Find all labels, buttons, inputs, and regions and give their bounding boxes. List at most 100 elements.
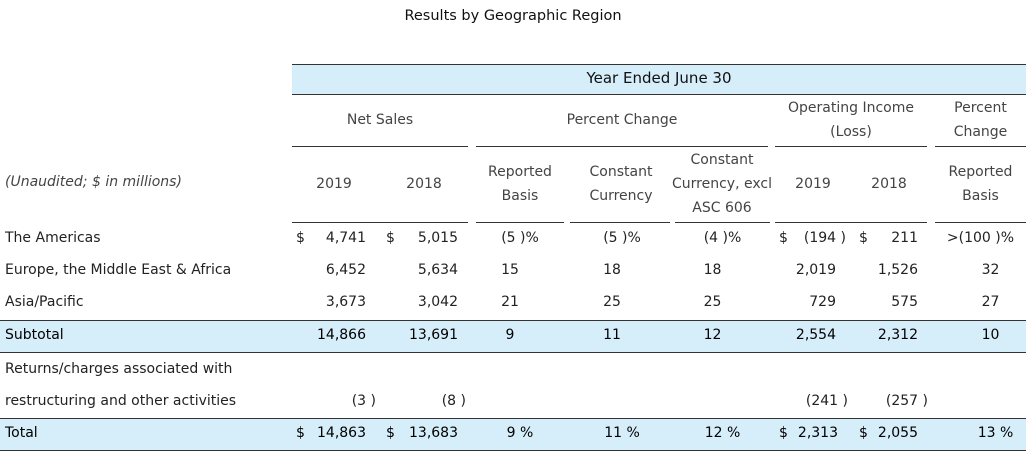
constant-excl-header-3: ASC 606 — [692, 200, 752, 216]
percent-change-header-2: Change — [953, 124, 1008, 140]
cell-oi-2018: 2,055 — [877, 425, 918, 441]
currency-symbol: $ — [779, 425, 788, 441]
constant-excl-header-1: Constant — [690, 152, 754, 168]
cell-oi-2018: 2,312 — [877, 327, 918, 343]
cell-oi-2019: (194 ) — [803, 230, 846, 246]
currency-symbol: $ — [779, 230, 788, 246]
cell-oi-2018: (257 ) — [885, 393, 928, 409]
cell-constant: (5 )% — [603, 230, 641, 246]
row-label-apac: Asia/Pacific — [5, 294, 84, 310]
cell-reported: 21 — [501, 294, 519, 310]
cell-reported: (5 )% — [501, 230, 539, 246]
cell-reported: 9 — [505, 327, 515, 343]
rule — [570, 222, 670, 223]
constant-currency-header-1: Constant — [589, 164, 653, 180]
rule — [292, 94, 1026, 95]
row-label-subtotal: Subtotal — [5, 327, 64, 343]
cell-constant: 11 % — [604, 425, 640, 441]
cell-constant: 11 — [603, 327, 621, 343]
cell-oi-2019: 729 — [809, 294, 836, 310]
currency-symbol: $ — [296, 230, 305, 246]
cell-ns-2018: 5,634 — [417, 262, 458, 278]
currency-symbol: $ — [296, 425, 305, 441]
cell-constant: 18 — [603, 262, 621, 278]
cell-ns-2019: 6,452 — [325, 262, 366, 278]
reported-basis-header-2: Basis — [501, 188, 539, 204]
rule — [292, 64, 1026, 65]
rule — [292, 146, 468, 147]
reported-basis2-header-2: Basis — [962, 188, 999, 204]
rule — [476, 222, 564, 223]
constant-excl-header-2: Currency, excl — [672, 176, 772, 192]
cell-ns-2019: 3,673 — [325, 294, 366, 310]
currency-symbol: $ — [859, 425, 868, 441]
cell-reported: 15 — [501, 262, 519, 278]
row-label-total: Total — [5, 425, 38, 441]
cell-oi-2019: 2,554 — [795, 327, 836, 343]
cell-ns-2018: 13,683 — [409, 425, 458, 441]
operating-income-header-2: (Loss) — [830, 124, 872, 140]
currency-symbol: $ — [859, 230, 868, 246]
cell-pct: 10 — [981, 327, 1000, 343]
cell-pct: 27 — [981, 294, 1000, 310]
cell-constant-excl: 18 — [703, 262, 722, 278]
cell-oi-2018: 211 — [891, 230, 918, 246]
rule — [292, 222, 468, 223]
cell-constant: 25 — [603, 294, 621, 310]
cell-ns-2019: 4,741 — [325, 230, 366, 246]
constant-currency-header-2: Currency — [589, 188, 653, 204]
total-band — [0, 418, 1026, 450]
cell-oi-2019: 2,019 — [795, 262, 836, 278]
cell-ns-2018: 13,691 — [409, 327, 458, 343]
cell-oi-2019: 2,313 — [797, 425, 838, 441]
cell-oi-2018: 575 — [891, 294, 918, 310]
rule — [0, 352, 1026, 353]
cell-ns-2019: (3 ) — [351, 393, 376, 409]
cell-ns-2019: 14,866 — [317, 327, 366, 343]
cell-ns-2018: (8 ) — [441, 393, 466, 409]
rule — [675, 222, 770, 223]
cell-pct: 32 — [981, 262, 1000, 278]
page-title: Results by Geographic Region — [404, 8, 622, 24]
unaudited-label: (Unaudited; $ in millions) — [5, 174, 182, 190]
reported-basis2-header-1: Reported — [948, 164, 1013, 180]
rule — [0, 320, 1026, 321]
net-sales-header: Net Sales — [346, 112, 414, 128]
cell-constant-excl: 12 % — [704, 425, 741, 441]
year-header-band — [292, 64, 1026, 94]
percent-change-header-1: Percent — [954, 100, 1007, 116]
col-2019-header: 2019 — [316, 176, 352, 192]
rule — [476, 146, 768, 147]
currency-symbol: $ — [386, 425, 395, 441]
cell-pct: 13 % — [977, 425, 1014, 441]
cell-pct: >(100 )% — [946, 230, 1015, 246]
col-2018-header: 2018 — [406, 176, 442, 192]
oi-2019-header: 2019 — [795, 176, 831, 192]
cell-oi-2018: 1,526 — [877, 262, 918, 278]
row-label-americas: The Americas — [5, 230, 101, 246]
year-ended-header: Year Ended June 30 — [586, 69, 732, 87]
row-label-returns-2: restructuring and other activities — [5, 393, 237, 409]
cell-ns-2018: 5,015 — [417, 230, 458, 246]
cell-ns-2018: 3,042 — [417, 294, 458, 310]
row-label-returns-1: Returns/charges associated with — [5, 361, 233, 377]
cell-ns-2019: 14,863 — [317, 425, 366, 441]
row-label-emea: Europe, the Middle East & Africa — [5, 262, 232, 278]
rule — [775, 146, 927, 147]
rule — [935, 146, 1026, 147]
subtotal-band — [0, 320, 1026, 352]
cell-reported: 9 % — [506, 425, 534, 441]
rule — [775, 222, 927, 223]
currency-symbol: $ — [386, 230, 395, 246]
reported-basis-header-1: Reported — [488, 164, 552, 180]
rule — [0, 418, 1026, 419]
rule — [935, 222, 1026, 223]
percent-change-header: Percent Change — [566, 112, 678, 128]
oi-2018-header: 2018 — [871, 176, 907, 192]
rule — [0, 450, 1026, 451]
cell-constant-excl: (4 )% — [703, 230, 742, 246]
cell-constant-excl: 25 — [703, 294, 722, 310]
cell-constant-excl: 12 — [703, 327, 722, 343]
cell-oi-2019: (241 ) — [805, 393, 848, 409]
operating-income-header-1: Operating Income — [788, 100, 914, 116]
